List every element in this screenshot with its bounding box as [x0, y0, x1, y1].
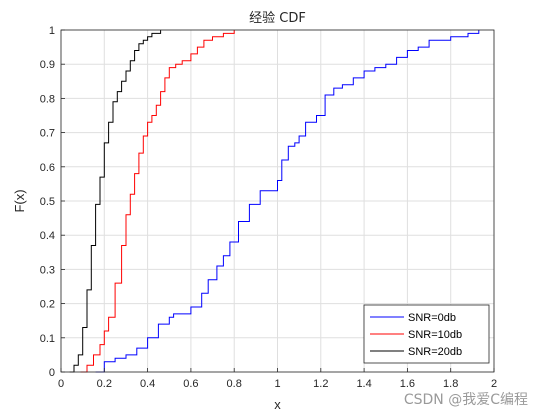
y-tick-label: 0.5	[40, 196, 55, 208]
y-tick-label: 0.3	[40, 264, 55, 276]
legend-label: SNR=0db	[408, 312, 456, 324]
chart-title: 经验 CDF	[249, 10, 306, 26]
y-tick-label: 0.8	[40, 93, 55, 105]
x-tick-label: 1.6	[400, 378, 415, 390]
ticks: 0 0.2 0.4 0.6 0.8 1 1.2 1.4 1.6 1.8 2 0 0.1 0.2 0.3 0.4…	[40, 25, 497, 390]
x-tick-label: 0	[58, 378, 64, 390]
x-tick-label: 1.2	[313, 378, 328, 390]
x-tick-label: 0.4	[140, 378, 155, 390]
y-tick-label: 0.4	[40, 230, 55, 242]
series-group	[69, 30, 480, 373]
y-tick-label: 0.7	[40, 128, 55, 140]
series-line-1	[80, 30, 235, 373]
watermark: CSDN @我爱C编程	[404, 392, 528, 408]
x-tick-label: 0.2	[97, 378, 112, 390]
x-tick-label: 0.8	[227, 378, 242, 390]
x-axis-label: x	[274, 397, 281, 412]
y-axis-label: F(x)	[12, 189, 27, 212]
y-tick-label: 0	[49, 367, 55, 379]
legend: SNR=0db SNR=10db SNR=20db	[363, 304, 490, 364]
series-line-0	[95, 30, 480, 373]
x-tick-label: 1	[274, 378, 280, 390]
legend-label: SNR=10db	[408, 329, 462, 341]
x-tick-label: 0.6	[183, 378, 198, 390]
x-tick-label: 1.4	[356, 378, 371, 390]
y-tick-label: 1	[49, 25, 55, 37]
series-line-2	[69, 30, 162, 373]
y-tick-label: 0.2	[40, 299, 55, 311]
x-tick-label: 1.8	[443, 378, 458, 390]
y-tick-label: 0.9	[40, 59, 55, 71]
y-tick-label: 0.1	[40, 333, 55, 345]
legend-label: SNR=20db	[408, 346, 462, 358]
y-tick-label: 0.6	[40, 162, 55, 174]
x-tick-label: 2	[491, 378, 497, 390]
